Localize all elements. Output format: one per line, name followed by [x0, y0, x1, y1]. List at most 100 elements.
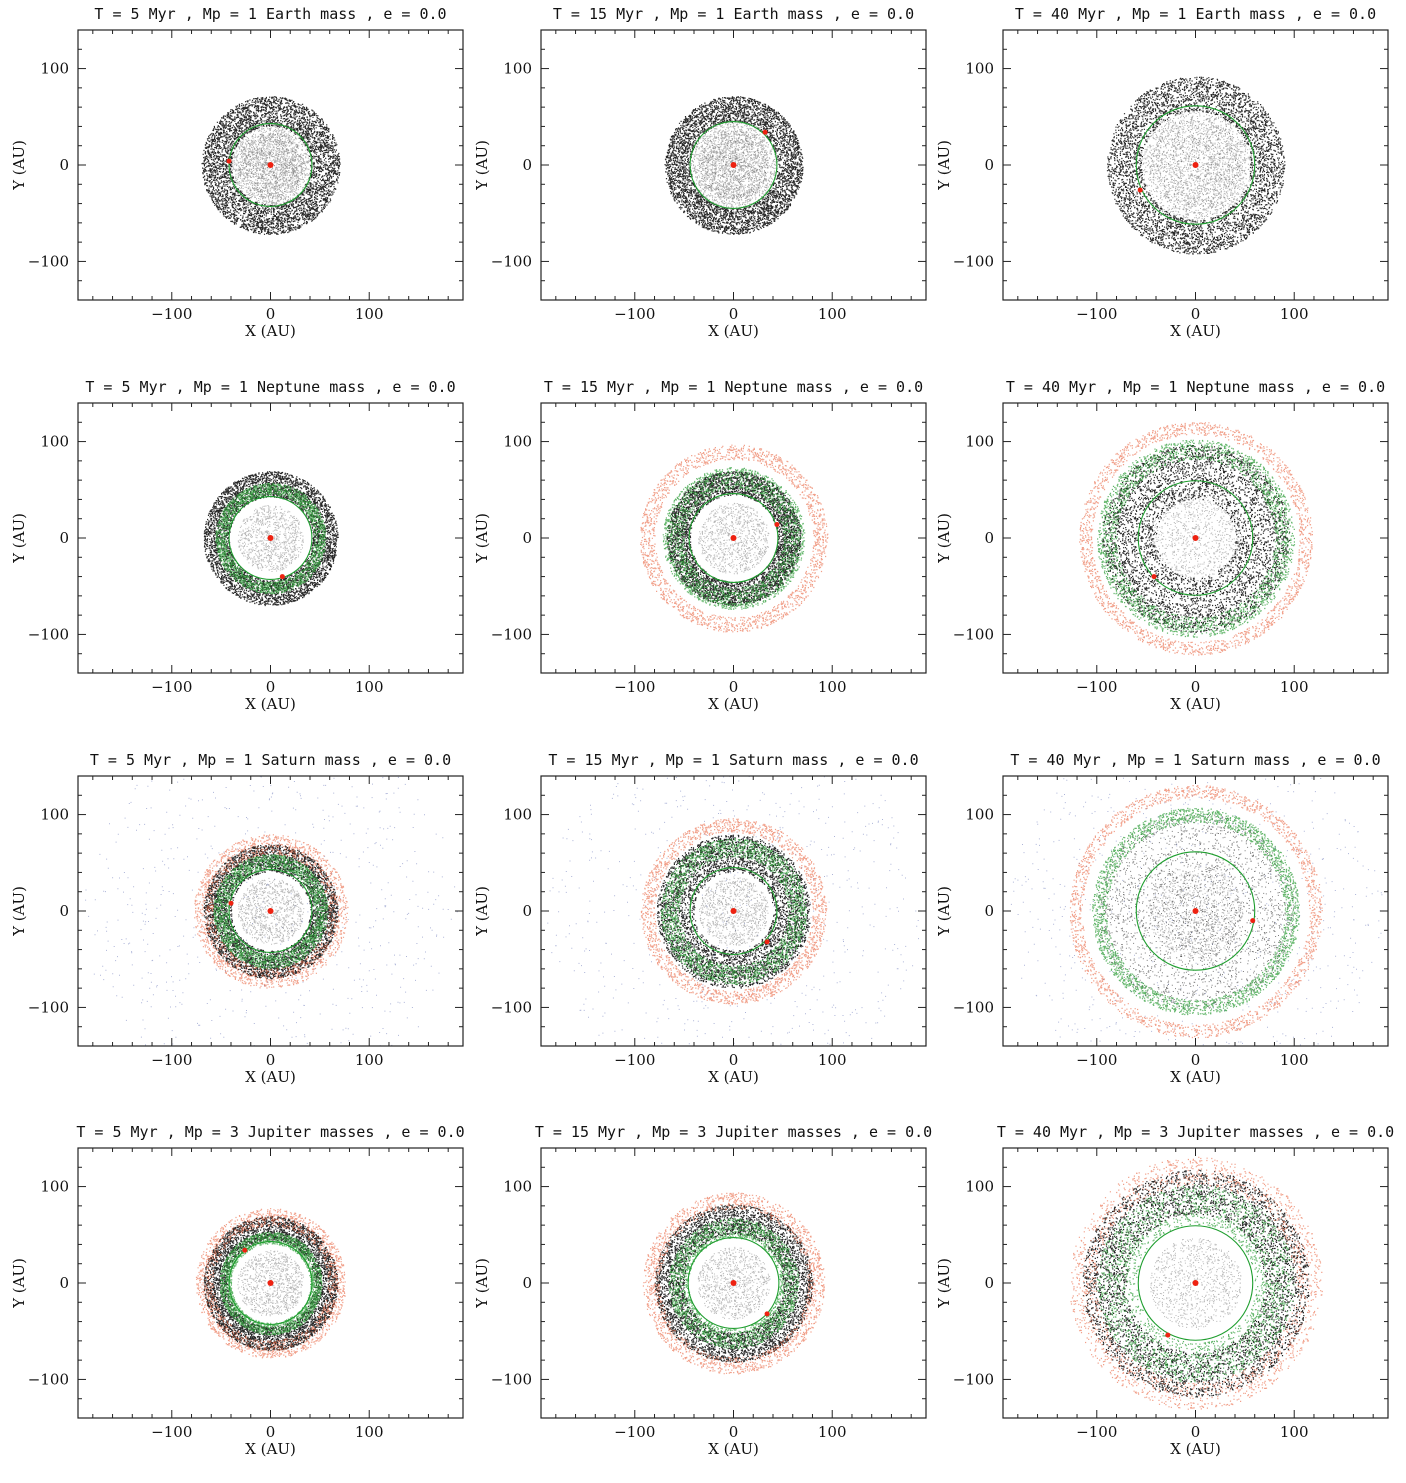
axis-ticks [1003, 29, 1388, 301]
y-tick-label: −100 [491, 252, 532, 270]
chart-panel: T = 5 Myr , Mp = 1 Earth mass , e = 0.0 −… [0, 0, 468, 365]
particle-layer [203, 471, 339, 607]
x-axis-label: X (AU) [708, 1440, 759, 1458]
x-tick-label: 100 [355, 305, 384, 323]
y-tick-label: 0 [522, 902, 532, 920]
y-axis-label: Y (AU) [10, 886, 28, 937]
y-tick-label: 0 [59, 1274, 69, 1292]
axis-ticks [541, 1147, 926, 1419]
y-tick-label: 100 [40, 60, 69, 78]
x-tick-label: 0 [1191, 1051, 1201, 1069]
axis-ticks [1003, 402, 1388, 674]
y-tick-label: 100 [40, 1178, 69, 1196]
chart-svg: T = 5 Myr , Mp = 1 Earth mass , e = 0.0 −… [10, 5, 464, 340]
x-axis-label: X (AU) [1170, 1440, 1221, 1458]
star-marker [267, 535, 274, 541]
planet-marker [774, 522, 780, 527]
x-tick-label: 100 [355, 678, 384, 696]
planet-marker [764, 1311, 770, 1317]
chart-panel: T = 5 Myr , Mp = 3 Jupiter masses , e = … [0, 1118, 468, 1483]
y-tick-label: 100 [503, 1178, 532, 1196]
chart-svg: T = 5 Myr , Mp = 3 Jupiter masses , e = … [10, 1123, 465, 1458]
y-tick-label: −100 [28, 625, 69, 643]
chart-svg: T = 40 Myr , Mp = 1 Neptune mass , e = 0… [935, 378, 1389, 713]
y-axis-label: Y (AU) [10, 1258, 28, 1309]
x-tick-label: 0 [1191, 1423, 1201, 1441]
planet-marker [1137, 187, 1143, 193]
planet-marker [242, 1247, 248, 1253]
chart-panel: T = 5 Myr , Mp = 1 Neptune mass , e = 0.… [0, 373, 468, 738]
x-axis-label: X (AU) [245, 1068, 296, 1086]
x-tick-label: 0 [266, 305, 276, 323]
particle-ring [1097, 1184, 1295, 1383]
particle-ring [654, 1204, 814, 1363]
y-tick-label: −100 [953, 998, 994, 1016]
y-axis-label: Y (AU) [10, 513, 28, 564]
x-tick-label: 0 [729, 305, 739, 323]
particle-ring [666, 471, 802, 607]
star-marker [267, 1280, 274, 1286]
star-marker [1192, 535, 1199, 541]
y-axis-label: Y (AU) [473, 886, 491, 937]
planet-orbit [1135, 851, 1256, 971]
y-tick-label: −100 [491, 998, 532, 1016]
x-tick-label: −100 [1076, 305, 1117, 323]
x-tick-label: 100 [818, 678, 847, 696]
particle-ring [699, 130, 769, 201]
chart-svg: T = 15 Myr , Mp = 1 Saturn mass , e = 0.… [473, 751, 927, 1086]
particle-layer [85, 776, 458, 1046]
y-tick-label: −100 [28, 998, 69, 1016]
particle-layer [640, 444, 829, 633]
x-axis-label: X (AU) [708, 695, 759, 713]
x-tick-label: −100 [151, 305, 192, 323]
y-axis-label: Y (AU) [473, 1258, 491, 1309]
axis-ticks [541, 775, 926, 1047]
x-tick-label: 100 [818, 1051, 847, 1069]
y-tick-label: 0 [59, 156, 69, 174]
x-tick-label: 0 [266, 678, 276, 696]
y-tick-label: 0 [59, 902, 69, 920]
chart-panel: T = 40 Myr , Mp = 1 Neptune mass , e = 0… [925, 373, 1393, 738]
x-tick-label: 0 [266, 1051, 276, 1069]
chart-panel: T = 15 Myr , Mp = 1 Saturn mass , e = 0.… [463, 746, 931, 1111]
x-tick-label: −100 [1076, 1423, 1117, 1441]
y-tick-label: 100 [965, 1178, 994, 1196]
chart-svg: T = 40 Myr , Mp = 3 Jupiter masses , e =… [935, 1123, 1394, 1458]
y-axis-label: Y (AU) [473, 140, 491, 191]
planet-orbit [689, 867, 778, 955]
axis-ticks [1003, 775, 1388, 1047]
planet-marker [1250, 918, 1256, 924]
particle-ring [1106, 76, 1286, 255]
y-tick-label: 100 [965, 60, 994, 78]
chart-panel: T = 15 Myr , Mp = 1 Neptune mass , e = 0… [463, 373, 931, 738]
planet-orbit [228, 1240, 313, 1326]
chart-panel: T = 5 Myr , Mp = 1 Saturn mass , e = 0.0… [0, 746, 468, 1111]
x-tick-label: −100 [151, 1051, 192, 1069]
y-tick-label: −100 [953, 1370, 994, 1388]
planet-marker [279, 574, 285, 580]
chart-title: T = 40 Myr , Mp = 3 Jupiter masses , e =… [997, 1123, 1394, 1141]
chart-title: T = 40 Myr , Mp = 1 Saturn mass , e = 0.… [1010, 751, 1380, 769]
chart-svg: T = 15 Myr , Mp = 3 Jupiter masses , e =… [473, 1123, 932, 1458]
chart-title: T = 15 Myr , Mp = 1 Earth mass , e = 0.0 [553, 5, 914, 23]
y-tick-label: −100 [28, 252, 69, 270]
x-tick-label: 100 [1280, 305, 1309, 323]
x-tick-label: −100 [1076, 1051, 1117, 1069]
x-tick-label: 100 [1280, 1051, 1309, 1069]
planet-orbit [228, 122, 313, 208]
star-marker [730, 908, 737, 914]
axis-ticks [78, 775, 463, 1047]
chart-svg: T = 40 Myr , Mp = 1 Earth mass , e = 0.0… [935, 5, 1389, 340]
y-tick-label: 0 [522, 156, 532, 174]
x-tick-label: 100 [818, 305, 847, 323]
planet-orbit [228, 868, 313, 954]
star-marker [1192, 908, 1199, 914]
planet-orbit [1137, 480, 1254, 596]
x-tick-label: 100 [1280, 1423, 1309, 1441]
chart-title: T = 5 Myr , Mp = 1 Earth mass , e = 0.0 [94, 5, 446, 23]
particle-ring [688, 119, 780, 211]
chart-panel: T = 40 Myr , Mp = 1 Saturn mass , e = 0.… [925, 746, 1393, 1111]
y-tick-label: 100 [965, 806, 994, 824]
particle-ring [238, 877, 305, 945]
y-tick-label: 0 [522, 1274, 532, 1292]
